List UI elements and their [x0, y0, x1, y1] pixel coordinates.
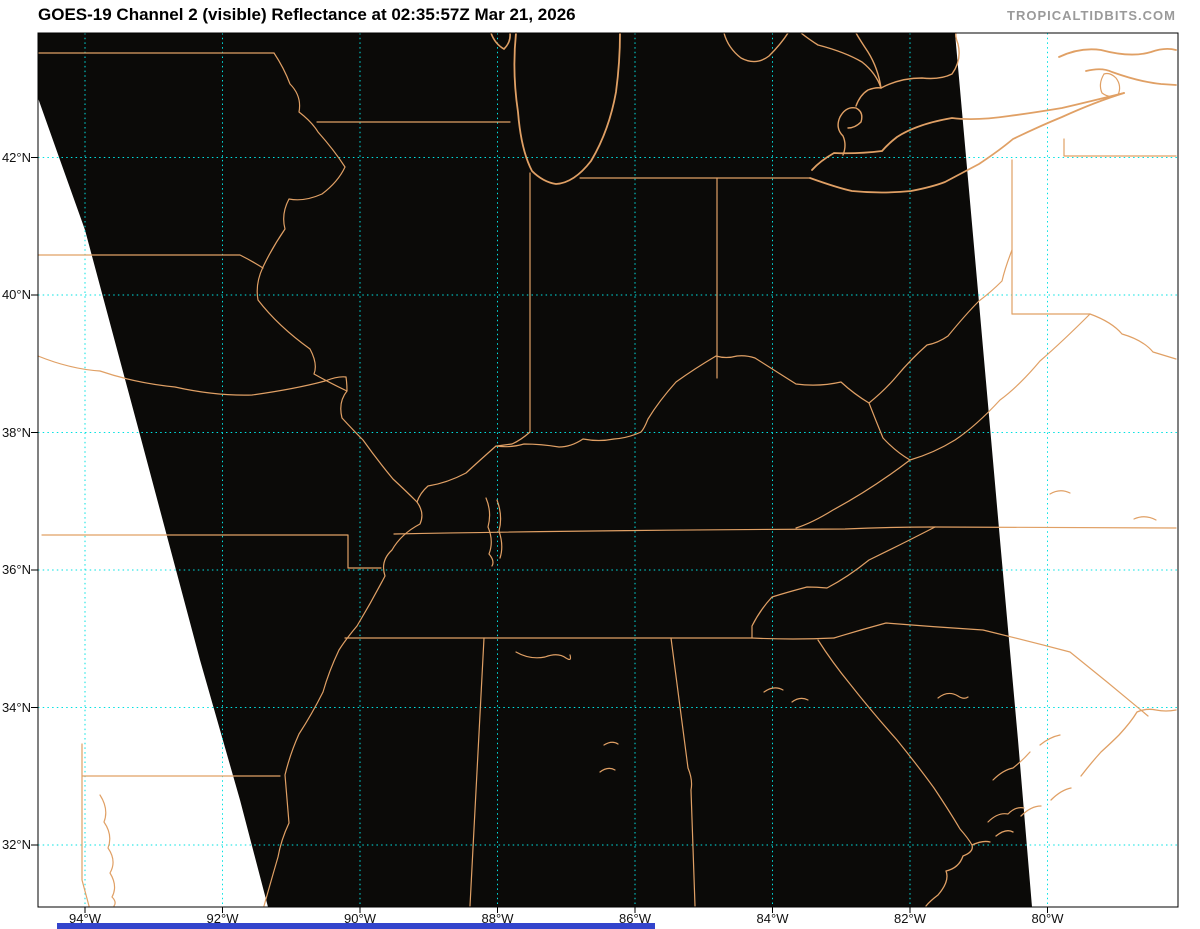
lon-label-86°W: 86°W [619, 911, 651, 926]
lon-label-92°W: 92°W [206, 911, 239, 926]
coastal-islands [987, 734, 1061, 823]
lon-label-88°W: 88°W [481, 911, 514, 926]
texas-arkansas-louisiana-border [81, 743, 90, 907]
tennessee-river [485, 497, 494, 567]
lake-huron-shores [855, 32, 960, 89]
lake-hartwell-marks [763, 687, 809, 703]
map-frame [37, 32, 1179, 908]
cumberland-river [496, 499, 503, 559]
lat-label-42°N: 42°N [1, 149, 31, 165]
lat-label-32°N: 32°N [1, 837, 31, 852]
west-georgia-lake-marks [599, 741, 619, 773]
lake-ontario [1058, 47, 1177, 86]
westvirginia-virginia-border [909, 313, 1091, 461]
northcarolina-southcarolina-border [833, 622, 1149, 717]
lat-label-34°N: 34°N [1, 699, 31, 715]
missouri-arkansas-border [41, 534, 382, 569]
tennessee-river-bend [515, 651, 572, 661]
iowa-missouri-border [37, 254, 264, 269]
michigan-east-shore [723, 32, 882, 89]
illinois-indiana-border [496, 172, 531, 447]
virginia-northcarolina-border [934, 526, 1177, 529]
image-title: GOES-19 Channel 2 (visible) Reflectance … [38, 5, 576, 24]
mississippi-alabama-border [469, 637, 485, 907]
kentucky-westvirginia-border [868, 402, 911, 461]
upper-mississippi-river [256, 52, 423, 907]
green-bay-shore [490, 32, 511, 50]
lon-label-84°W: 84°W [756, 911, 789, 926]
newyork-pennsylvania-border [1063, 138, 1177, 157]
lake-erie-south-shore [809, 92, 1125, 194]
lon-label-80°W: 80°W [1031, 911, 1064, 926]
lon-label-94°W: 94°W [69, 911, 101, 926]
red-river [99, 794, 116, 907]
lake-erie-north-shore [811, 92, 1125, 171]
lat-label-38°N: 38°N [1, 424, 31, 440]
tropicaltidbits-watermark: TROPICALTIDBITS.COM [1007, 8, 1176, 23]
lon-label-90°W: 90°W [344, 911, 376, 926]
loop-progress-bar [57, 923, 655, 929]
atlantic-coast [925, 708, 1177, 907]
savannah-river [817, 639, 973, 846]
detroit-river-lake-stclair [837, 87, 882, 156]
lake-michigan [513, 32, 621, 185]
lat-label-36°N: 36°N [1, 562, 31, 577]
kentucky-virginia-border [795, 459, 911, 529]
missouri-river [37, 355, 348, 396]
tennessee-southern-border [344, 637, 835, 640]
niagara-river [1099, 72, 1121, 98]
mason-dixon-potomac [1011, 313, 1177, 360]
lon-label-82°W: 82°W [894, 911, 926, 926]
lat-label-40°N: 40°N [1, 287, 31, 302]
satellite-swath [38, 33, 1032, 907]
lake-marion-mark [937, 692, 969, 699]
ohio-river [416, 249, 1013, 503]
alabama-georgia-border [670, 637, 696, 907]
albemarle-marks [1049, 490, 1157, 521]
tennessee-northcarolina-border [751, 526, 936, 639]
